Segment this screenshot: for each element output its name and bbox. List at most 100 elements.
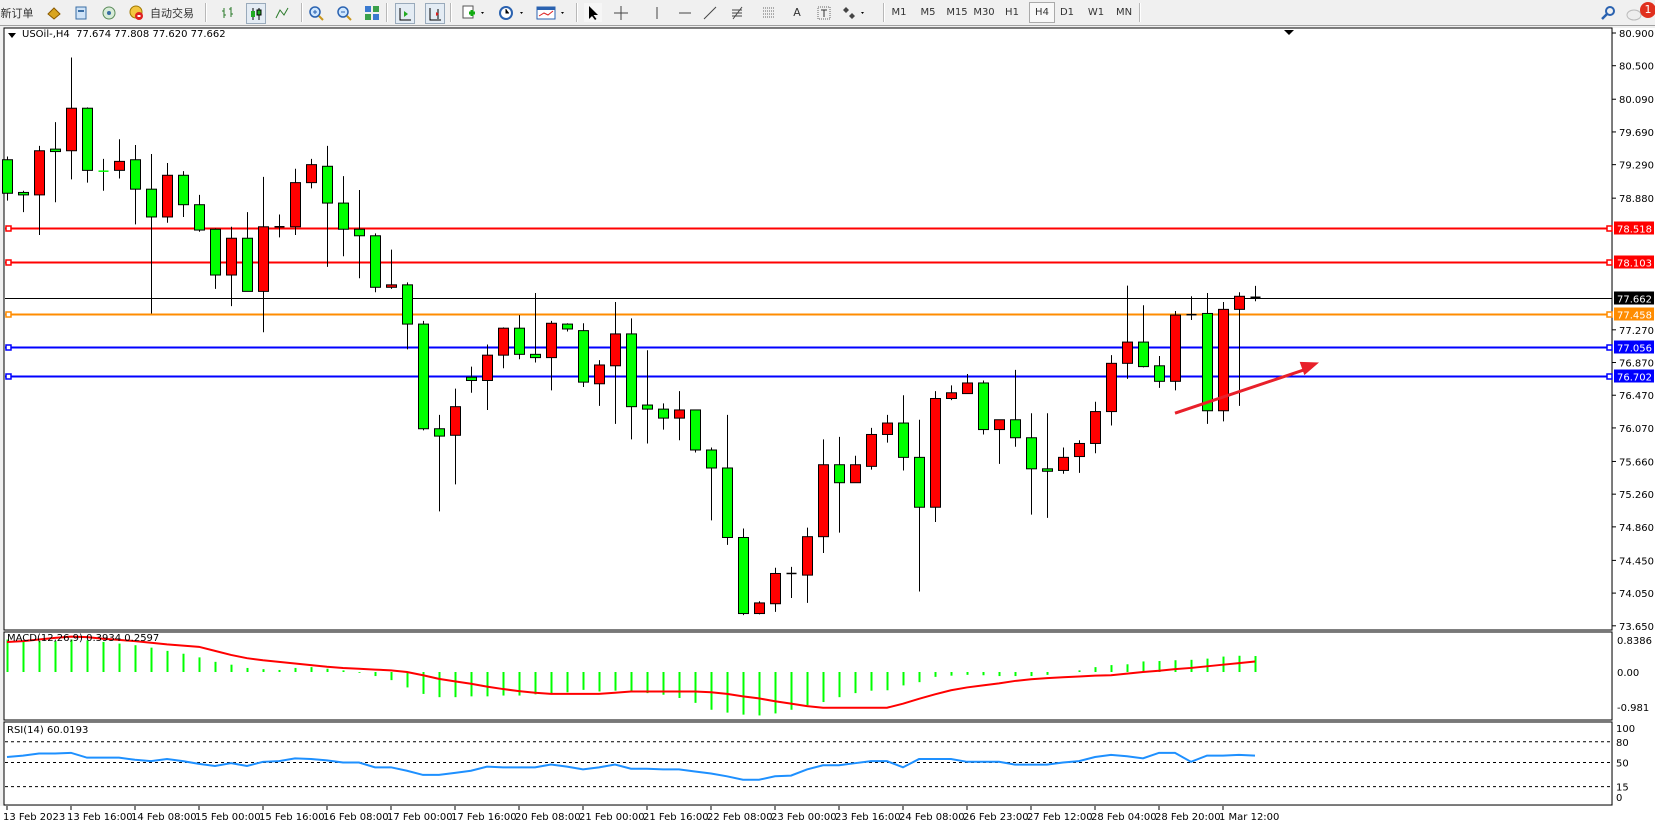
candle-bearish	[1202, 312, 1213, 412]
candlestick-icon[interactable]	[246, 3, 266, 24]
notification-count-badge[interactable]: 1	[1640, 2, 1655, 18]
auto-scroll-icon[interactable]	[395, 3, 415, 24]
time-axis-label: 26 Feb 23:00	[963, 812, 1029, 823]
price-level-badge	[1614, 291, 1654, 305]
line-anchor-handle[interactable]	[5, 344, 12, 351]
time-axis-label: 14 Feb 08:00	[131, 812, 197, 823]
line-anchor-handle[interactable]	[5, 373, 12, 380]
zoom-out-icon[interactable]	[335, 3, 353, 22]
toolbar-separator	[450, 3, 452, 22]
chart-shift-marker-icon[interactable]	[1284, 30, 1294, 35]
time-axis-label: 23 Feb 16:00	[835, 812, 901, 823]
navigator-icon[interactable]	[72, 3, 90, 22]
candle-bearish	[1154, 365, 1165, 382]
new-order-button[interactable]: 新订单	[0, 6, 34, 20]
candle-bearish	[50, 148, 61, 153]
rsi-indicator-label: RSI(14) 60.0193	[7, 725, 89, 736]
line-anchor-handle[interactable]	[1606, 344, 1613, 351]
candle-bearish	[514, 327, 525, 355]
time-axis-label: 22 Feb 08:00	[707, 812, 773, 823]
candle-bearish	[434, 428, 445, 437]
price-level-badge	[1614, 307, 1654, 321]
candle-bullish	[594, 364, 605, 385]
candle-bearish	[210, 228, 221, 276]
time-axis-label: 15 Feb 00:00	[195, 812, 261, 823]
timeframe-m15[interactable]: M15	[946, 7, 968, 18]
candle-bearish	[1138, 341, 1149, 368]
time-axis-label: 28 Feb 20:00	[1155, 812, 1221, 823]
time-axis-label: 16 Feb 08:00	[323, 812, 389, 823]
tile-windows-icon[interactable]	[363, 3, 381, 22]
fibonacci-icon[interactable]	[729, 3, 747, 22]
timeframe-m5[interactable]: M5	[920, 7, 936, 18]
candle-bearish	[562, 323, 573, 330]
arrows-button[interactable]	[840, 3, 870, 22]
candle-bearish	[1026, 437, 1037, 470]
candle-bullish	[114, 160, 125, 171]
line-anchor-handle[interactable]	[1606, 373, 1613, 380]
text-icon[interactable]: A	[793, 6, 801, 19]
timeframe-m30[interactable]: M30	[973, 7, 995, 18]
price-level-label: 78.518	[1617, 225, 1652, 236]
candle-bullish	[1058, 456, 1069, 471]
timeframe-h4[interactable]: H4	[1029, 2, 1055, 23]
timeframe-w1[interactable]: W1	[1087, 7, 1105, 18]
chart-shift-icon[interactable]	[425, 3, 445, 24]
bar-chart-icon[interactable]	[219, 3, 237, 22]
market-watch-icon[interactable]	[45, 3, 63, 22]
horizontal-line-icon[interactable]	[676, 3, 694, 22]
line-anchor-handle[interactable]	[5, 225, 12, 232]
candle-bullish	[866, 433, 877, 467]
macd-axis-label: -0.981	[1617, 703, 1649, 714]
rsi-pane[interactable]	[3, 721, 1613, 806]
timeframe-d1[interactable]: D1	[1059, 7, 1075, 18]
candle-bearish	[1042, 468, 1053, 472]
time-axis-label: 20 Feb 08:00	[515, 812, 581, 823]
price-axis-label: 74.450	[1619, 556, 1654, 567]
price-axis-label: 76.070	[1619, 424, 1654, 435]
zoom-in-icon[interactable]	[307, 3, 325, 22]
toolbar-separator	[301, 3, 303, 22]
candle-bullish	[258, 226, 269, 292]
line-anchor-handle[interactable]	[5, 259, 12, 266]
time-axis-label: 24 Feb 08:00	[899, 812, 965, 823]
time-axis-label: 23 Feb 00:00	[771, 812, 837, 823]
auto-trading-icon[interactable]	[127, 3, 145, 22]
candle-bearish	[1010, 419, 1021, 439]
periods-button[interactable]	[497, 3, 529, 22]
candle-bullish	[610, 333, 621, 367]
search-icon[interactable]	[1599, 3, 1617, 22]
candle-bearish	[706, 449, 717, 469]
collapse-triangle-icon[interactable]	[8, 32, 18, 40]
cursor-icon[interactable]	[584, 3, 602, 22]
timeframe-mn[interactable]: MN	[1115, 7, 1133, 18]
price-level-badge	[1614, 221, 1654, 235]
line-anchor-handle[interactable]	[5, 311, 12, 318]
candle-bearish	[82, 107, 93, 171]
fibonacci-fan-icon[interactable]	[760, 3, 778, 22]
line-anchor-handle[interactable]	[1606, 311, 1613, 318]
timeframe-m1[interactable]: M1	[891, 7, 907, 18]
line-chart-icon[interactable]	[273, 3, 291, 22]
signals-icon[interactable]	[100, 3, 118, 22]
templates-button[interactable]	[535, 3, 569, 22]
rsi-axis-label: 80	[1616, 738, 1629, 749]
line-anchor-handle[interactable]	[1606, 225, 1613, 232]
line-anchor-handle[interactable]	[1606, 259, 1613, 266]
price-axis-label: 80.900	[1619, 29, 1654, 40]
candle-bearish	[370, 235, 381, 288]
timeframe-h1[interactable]: H1	[1005, 7, 1019, 18]
text-label-icon[interactable]	[815, 3, 833, 22]
time-axis-label: 17 Feb 00:00	[387, 812, 453, 823]
price-level-label: 78.103	[1617, 259, 1652, 270]
crosshair-icon[interactable]	[612, 3, 630, 22]
rsi-axis-label: 50	[1616, 759, 1629, 770]
candle-bearish	[834, 464, 845, 484]
indicators-button[interactable]	[460, 3, 488, 22]
auto-trading-button[interactable]: 自动交易	[150, 6, 194, 20]
trend-arrow-annotation[interactable]	[1174, 368, 1306, 415]
trendline-icon[interactable]	[701, 3, 719, 22]
toolbar-separator	[883, 3, 885, 22]
vertical-line-icon[interactable]	[648, 3, 666, 22]
